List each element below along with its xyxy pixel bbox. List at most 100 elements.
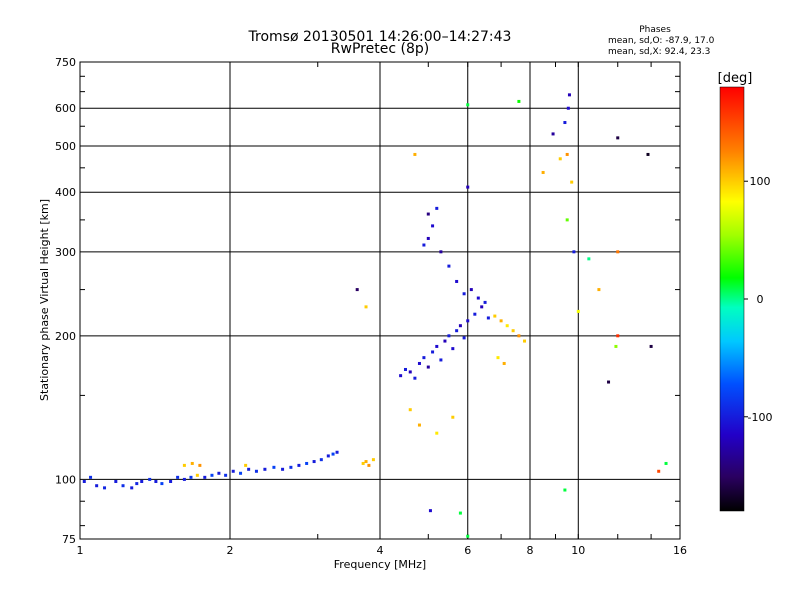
data-point — [566, 106, 570, 110]
x-tick-label: 2 — [227, 544, 234, 557]
phases-legend-title: Phases — [639, 25, 671, 35]
data-point — [224, 473, 228, 477]
data-point — [195, 473, 199, 477]
data-point — [422, 356, 426, 360]
data-point — [326, 454, 330, 458]
data-point — [176, 475, 180, 479]
y-axis-ticks: 75 100 200 300 400 500 600 750 — [55, 56, 680, 546]
data-point — [148, 477, 152, 481]
data-point — [312, 460, 316, 464]
data-point — [367, 463, 371, 467]
data-point — [646, 152, 650, 156]
phases-legend-o: mean, sd,O: -87.9, 17.0 — [608, 36, 715, 46]
data-point — [466, 103, 470, 107]
data-point — [426, 212, 430, 216]
data-point — [480, 305, 484, 309]
data-point — [443, 339, 447, 343]
data-point — [263, 467, 267, 471]
data-point — [483, 300, 487, 304]
data-point — [417, 361, 421, 365]
data-point — [364, 305, 368, 309]
data-point — [95, 484, 99, 488]
data-point — [244, 463, 248, 467]
data-point — [523, 339, 527, 343]
data-point — [511, 329, 515, 333]
data-point — [114, 479, 118, 483]
data-point — [417, 423, 421, 427]
data-point — [182, 477, 186, 481]
data-point — [272, 465, 276, 469]
data-point — [439, 250, 443, 254]
phases-legend-x: mean, sd,X: 92.4, 23.3 — [608, 47, 710, 57]
data-point — [121, 484, 125, 488]
data-point — [435, 344, 439, 348]
data-point — [517, 99, 521, 103]
data-point — [130, 486, 134, 490]
y-tick-label: 750 — [55, 56, 76, 69]
chart-subtitle: RwPretec (8p) — [331, 41, 429, 57]
data-point — [319, 458, 323, 462]
y-tick-label: 300 — [55, 246, 76, 259]
data-point — [563, 121, 567, 125]
data-point — [239, 471, 243, 475]
data-point — [558, 157, 562, 161]
data-point — [572, 250, 576, 254]
y-tick-label: 600 — [55, 102, 76, 115]
data-point — [154, 479, 158, 483]
data-point — [331, 452, 335, 456]
colorbar-label: [deg] — [718, 71, 753, 86]
data-point — [305, 461, 309, 465]
data-point — [616, 334, 620, 338]
data-point — [451, 347, 455, 351]
data-point — [422, 243, 426, 247]
data-point — [570, 180, 574, 184]
data-points — [82, 93, 668, 538]
data-point — [517, 334, 521, 338]
data-point — [198, 463, 202, 467]
data-point — [447, 264, 451, 268]
y-tick-label: 200 — [55, 330, 76, 343]
y-axis-label: Stationary phase Virtual Height [km] — [38, 199, 51, 401]
y-tick-label: 75 — [62, 533, 76, 546]
data-point — [466, 319, 470, 323]
x-tick-label: 6 — [464, 544, 471, 557]
data-point — [447, 334, 451, 338]
data-point — [89, 475, 93, 479]
colorbar-tick-label: 100 — [750, 175, 771, 188]
data-point — [247, 467, 251, 471]
data-point — [597, 288, 601, 292]
data-point — [616, 136, 620, 140]
data-point — [431, 224, 435, 228]
data-point — [435, 206, 439, 210]
data-point — [439, 358, 443, 362]
x-tick-label: 1 — [77, 544, 84, 557]
data-point — [103, 486, 107, 490]
y-tick-label: 400 — [55, 186, 76, 199]
data-point — [426, 365, 430, 369]
data-point — [231, 469, 235, 473]
data-point — [140, 479, 144, 483]
chart-title: Tromsø 20130501 14:26:00–14:27:43 — [248, 29, 512, 45]
colorbar — [719, 86, 745, 512]
data-point — [217, 471, 221, 475]
data-point — [426, 236, 430, 240]
data-point — [403, 367, 407, 371]
data-point — [466, 534, 470, 538]
data-point — [587, 257, 591, 261]
data-point — [361, 461, 365, 465]
data-point — [462, 292, 466, 296]
data-point — [203, 475, 207, 479]
data-point — [428, 509, 432, 513]
data-point — [413, 152, 417, 156]
data-point — [135, 482, 139, 486]
data-point — [435, 431, 439, 435]
data-point — [455, 279, 459, 283]
x-axis-ticks: 1 2 4 6 8 10 16 — [77, 62, 687, 557]
x-axis-label: Frequency [MHz] — [334, 558, 426, 571]
colorbar-tick-label: 0 — [757, 293, 764, 306]
data-point — [541, 170, 545, 174]
data-point — [664, 461, 668, 465]
colorbar-ticks: 100 0 -100 — [744, 175, 772, 424]
data-point — [496, 356, 500, 360]
